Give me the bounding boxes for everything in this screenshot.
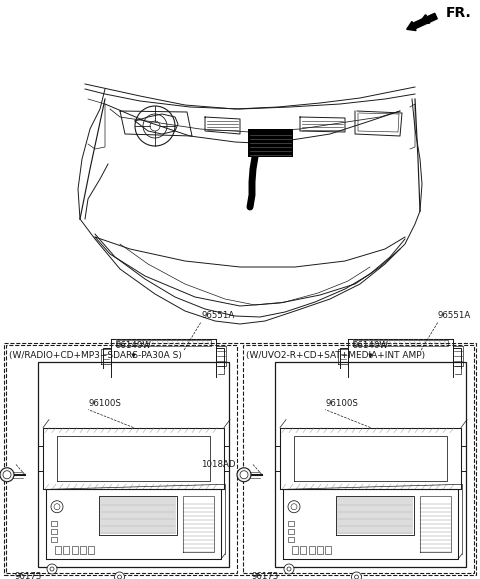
Bar xyxy=(325,546,332,554)
Bar xyxy=(243,345,474,573)
Text: 96173: 96173 xyxy=(252,572,279,579)
Bar xyxy=(248,129,293,157)
Circle shape xyxy=(115,572,124,579)
Text: 96140W: 96140W xyxy=(116,341,151,350)
Circle shape xyxy=(287,567,291,571)
Circle shape xyxy=(355,575,359,579)
Text: (W/UVO2-R+CD+SAT+MEDIA+INT AMP): (W/UVO2-R+CD+SAT+MEDIA+INT AMP) xyxy=(246,351,425,360)
Bar xyxy=(38,362,229,567)
Bar xyxy=(309,546,315,554)
Bar xyxy=(51,521,57,526)
Bar xyxy=(336,497,413,534)
Circle shape xyxy=(284,564,294,574)
Bar xyxy=(288,537,294,541)
Bar xyxy=(99,497,176,534)
Text: 96140W: 96140W xyxy=(353,341,388,350)
Bar xyxy=(300,546,306,554)
Bar xyxy=(51,529,57,534)
Circle shape xyxy=(47,564,57,574)
Circle shape xyxy=(237,468,251,482)
Circle shape xyxy=(240,471,248,479)
Circle shape xyxy=(118,575,121,579)
Bar xyxy=(317,546,323,554)
Bar xyxy=(51,537,57,541)
Bar xyxy=(288,529,294,534)
Bar xyxy=(275,362,466,567)
Bar xyxy=(80,546,86,554)
Text: 96551A: 96551A xyxy=(201,311,234,320)
Bar xyxy=(72,546,78,554)
Text: 1018AD: 1018AD xyxy=(201,460,236,469)
FancyArrow shape xyxy=(407,13,437,31)
Bar xyxy=(292,546,298,554)
Text: 96100S: 96100S xyxy=(325,398,358,408)
Bar xyxy=(4,343,476,575)
Bar xyxy=(55,546,61,554)
Text: 96100S: 96100S xyxy=(88,398,121,408)
Circle shape xyxy=(351,572,361,579)
Bar xyxy=(63,546,69,554)
Text: FR.: FR. xyxy=(446,6,472,20)
Text: 96173: 96173 xyxy=(14,572,42,579)
Bar xyxy=(6,345,237,573)
Text: 96551A: 96551A xyxy=(438,311,471,320)
Bar xyxy=(88,546,95,554)
Circle shape xyxy=(0,468,14,482)
Text: (W/RADIO+CD+MP3+SDARS-PA30A S): (W/RADIO+CD+MP3+SDARS-PA30A S) xyxy=(9,351,182,360)
Circle shape xyxy=(3,471,11,479)
Bar xyxy=(288,521,294,526)
Circle shape xyxy=(50,567,54,571)
